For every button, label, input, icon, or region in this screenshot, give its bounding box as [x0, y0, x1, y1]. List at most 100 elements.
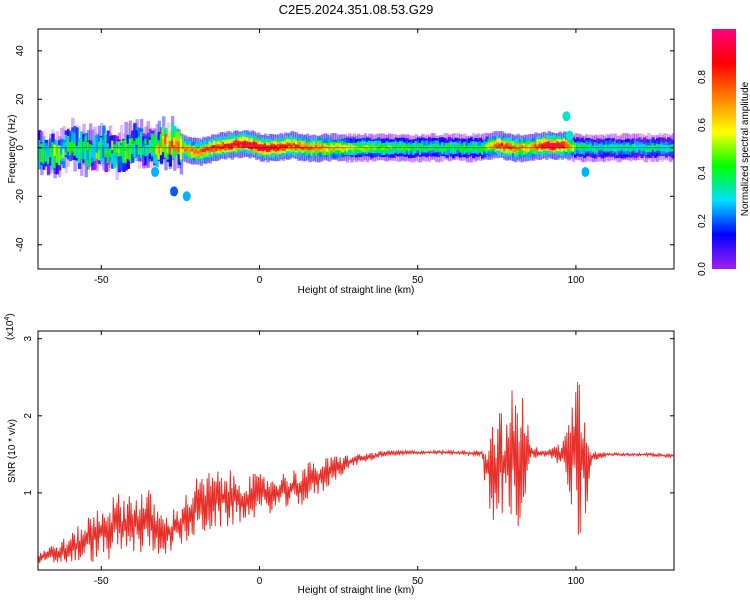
- spectrogram-cell: [290, 144, 294, 148]
- spectrogram-cell: [596, 145, 600, 149]
- spectrogram-cell: [348, 145, 352, 149]
- spectrogram-cell: [314, 145, 319, 149]
- spectrogram-cell: [206, 147, 210, 151]
- y-tick-label: 3: [23, 335, 34, 341]
- colorbar: 0.0 0.2 0.4 0.6 0.8 Normalized spectral ampl…: [697, 29, 750, 276]
- spectrogram-cell: [199, 149, 204, 152]
- spectrogram-cell: [57, 145, 62, 155]
- spectrogram-cell: [385, 146, 390, 150]
- spectrogram-cell: [224, 144, 228, 148]
- x-tick-label: -50: [94, 275, 109, 286]
- spectrogram-cell: [636, 145, 640, 149]
- spectrogram-cell: [84, 137, 88, 153]
- spectrogram-x-ticks: -50 0 50 100: [94, 29, 585, 286]
- spectrogram-cell: [42, 145, 46, 153]
- spectrogram-cell: [221, 142, 226, 149]
- spectrogram-cell: [545, 143, 549, 147]
- spectrogram-cell: [53, 144, 57, 157]
- spectrogram-cell: [337, 145, 341, 149]
- spectrogram-cell: [155, 146, 159, 155]
- spectrogram-cell: [199, 149, 204, 157]
- spectrogram-panel: -50 0 50 100 -40 -20 0 20 40 Height of straight…: [7, 28, 675, 296]
- spectrogram-cell: [647, 145, 651, 149]
- spectrogram-cell: [38, 145, 42, 170]
- spectrogram-cell: [91, 144, 95, 158]
- spectrogram-cell: [616, 146, 620, 150]
- spectrogram-cell: [204, 148, 208, 152]
- spectrogram-cell: [181, 145, 186, 153]
- spectrogram-cell: [84, 151, 88, 164]
- spectrogram-cell: [115, 147, 119, 153]
- spectrogram-cell: [181, 145, 186, 149]
- spectrogram-cell: [492, 145, 496, 149]
- spectrogram-cell: [445, 145, 449, 149]
- spectrogram-cell: [124, 138, 128, 164]
- spectrogram-cell: [587, 146, 591, 149]
- spectrogram-cell: [261, 146, 266, 150]
- spectrogram-cell: [142, 146, 146, 156]
- spectrogram-cell: [144, 144, 148, 157]
- spectrogram-cell: [263, 143, 268, 151]
- spectrogram-cell: [239, 141, 243, 149]
- snr-x-label: Height of straight line (km): [298, 585, 415, 596]
- spectrogram-cell: [250, 143, 255, 150]
- spectrogram-cell: [259, 147, 263, 151]
- spectrogram-cell: [611, 144, 616, 151]
- spectrogram-cell: [108, 136, 113, 154]
- spectrogram-y-ticks: -40 -20 0 20 40: [15, 45, 674, 252]
- spectrogram-cell: [321, 145, 325, 153]
- spectrogram-cell: [93, 147, 97, 162]
- spectrogram-cell: [387, 145, 392, 153]
- spectrogram-cell: [390, 145, 394, 149]
- spectrogram-cell: [146, 144, 150, 156]
- spectrogram-cell: [613, 145, 618, 149]
- spectrogram-cell: [212, 145, 217, 148]
- spectrogram-cell: [292, 142, 297, 146]
- spectrogram-cell: [454, 146, 458, 150]
- spectrogram-cell: [272, 145, 277, 149]
- x-tick-label: 0: [257, 275, 263, 286]
- spectrogram-cell: [534, 144, 538, 148]
- spectrogram-cell: [102, 140, 106, 147]
- spectrogram-cell: [44, 143, 49, 152]
- spectrogram-cell: [49, 147, 53, 158]
- spectrogram-cell: [399, 143, 403, 150]
- spectrogram-cell: [104, 149, 108, 158]
- spectrogram-cell: [647, 145, 651, 152]
- spectrogram-cell: [128, 138, 133, 145]
- spectrogram-cell: [598, 145, 602, 149]
- spectrogram-cell: [551, 143, 556, 146]
- spectrogram-cell: [352, 145, 356, 149]
- spectrogram-cell: [97, 141, 102, 157]
- spectrogram-cell: [489, 145, 494, 149]
- spectrogram-blob: [562, 111, 571, 122]
- spectrogram-cell: [175, 140, 179, 151]
- spectrogram-cell: [655, 147, 660, 151]
- spectrogram-cell: [170, 140, 175, 148]
- spectrogram-cell: [102, 144, 106, 158]
- spectrogram-cell: [106, 150, 111, 164]
- spectrogram-cell: [352, 145, 356, 153]
- colorbar-label: Normalized spectral amplitude: [740, 81, 750, 216]
- spectrogram-cell: [226, 143, 230, 147]
- spectrogram-cell: [332, 147, 336, 151]
- spectrogram-blob: [565, 130, 574, 141]
- spectrogram-cell: [458, 146, 463, 150]
- spectrogram-cell: [88, 152, 93, 158]
- spectrogram-cell: [642, 147, 647, 151]
- spectrogram-cell: [131, 143, 135, 154]
- spectrogram-cell: [330, 143, 334, 151]
- spectrogram-cell: [554, 143, 558, 147]
- spectrogram-cell: [436, 147, 441, 151]
- spectrogram-cell: [627, 147, 631, 151]
- spectrogram-cell: [69, 142, 73, 156]
- spectrogram-cell: [492, 141, 496, 149]
- spectrogram-cell: [423, 145, 427, 153]
- spectrogram-cell: [95, 134, 99, 152]
- spectrogram-cell: [299, 142, 303, 150]
- spectrogram-y-label: Frequency (Hz): [7, 115, 18, 184]
- spectrogram-cell: [527, 146, 531, 150]
- spectrogram-cell: [461, 147, 465, 151]
- spectrogram-cell: [423, 145, 427, 149]
- spectrogram-cell: [166, 136, 170, 146]
